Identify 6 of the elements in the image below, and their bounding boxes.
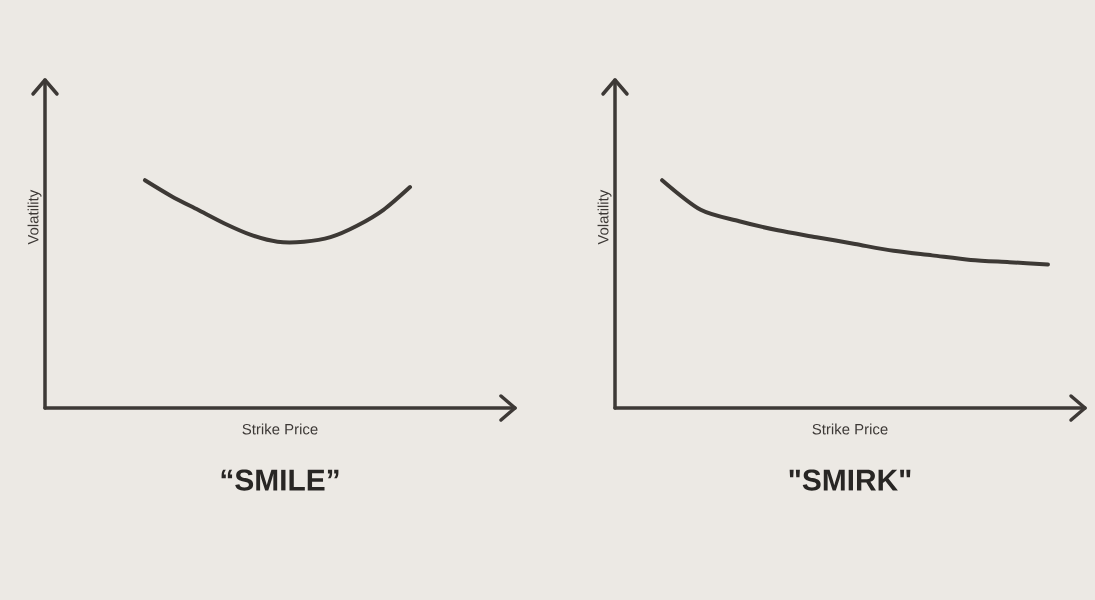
- y-axis-title: Volatility: [597, 189, 612, 245]
- text: "SMIRK": [789, 469, 911, 491]
- y-axis-title: Volatility: [27, 189, 42, 245]
- x-axis-title: Strike Price: [242, 423, 318, 435]
- x-axis-title: Strike Price: [812, 423, 888, 435]
- text: “SMILE”: [221, 469, 339, 491]
